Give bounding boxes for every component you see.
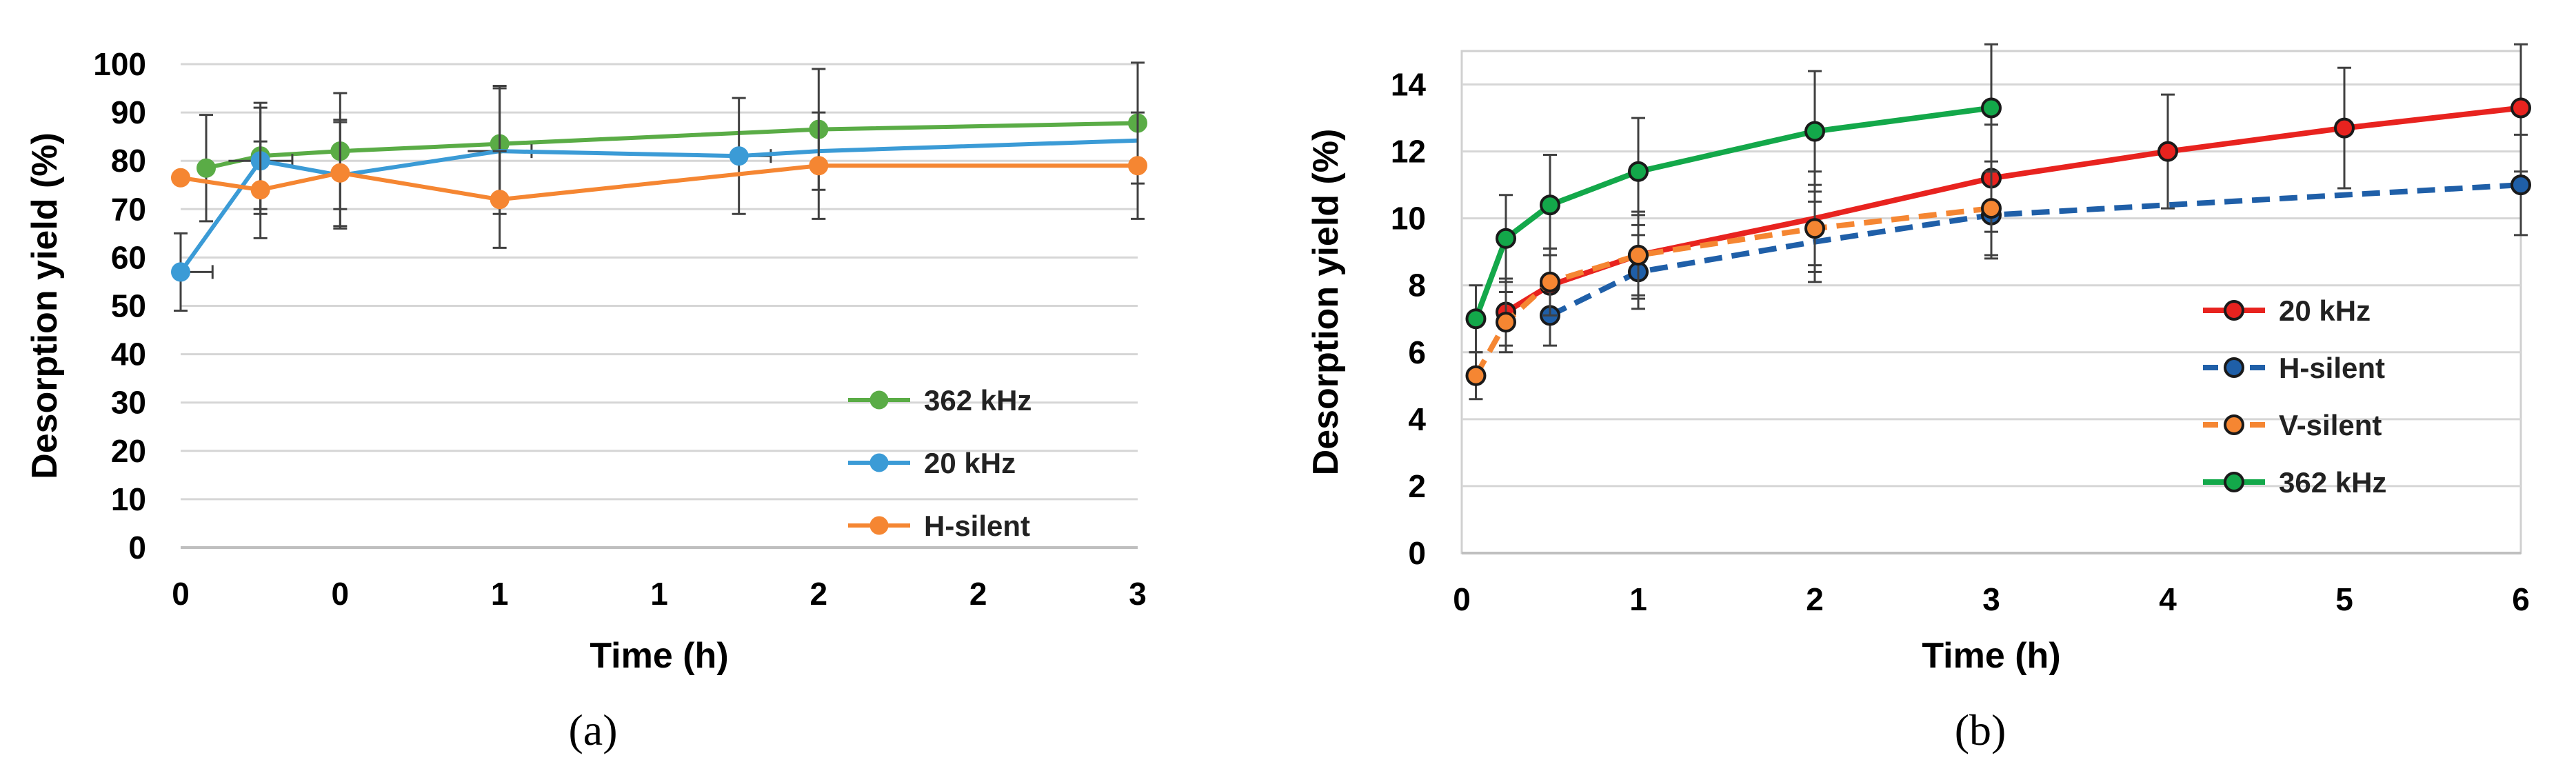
y-tick-label: 30	[111, 385, 146, 421]
data-point	[1804, 218, 1825, 239]
y-tick-label: 10	[111, 481, 146, 517]
y-tick-label: 100	[93, 46, 146, 82]
series-line	[1473, 105, 1992, 320]
series-362-khz	[1465, 43, 2002, 354]
data-point	[330, 163, 350, 183]
legend-label: 362 kHz	[2279, 466, 2386, 499]
data-point	[729, 146, 749, 166]
series-line	[180, 163, 1138, 202]
data-point	[2334, 117, 2355, 139]
y-tick-label: 0	[128, 530, 146, 565]
y-tick-label: 60	[111, 239, 146, 275]
series-line	[1504, 105, 2522, 314]
y-tick-label: 12	[1391, 134, 1426, 170]
x-tick-label: 0	[172, 576, 190, 612]
x-tick-label: 2	[969, 576, 987, 612]
data-point	[1496, 312, 1516, 333]
legend-marker	[2224, 414, 2244, 435]
x-tick-label: 5	[2335, 581, 2353, 617]
series-line	[1473, 206, 1992, 377]
data-point	[171, 168, 190, 188]
x-tick-label: 3	[1982, 581, 2000, 617]
x-tick-label: 0	[1453, 581, 1471, 617]
x-tick-label: 1	[1629, 581, 1647, 617]
data-point	[1981, 198, 2002, 219]
data-point	[197, 158, 217, 178]
y-tick-label: 40	[111, 337, 146, 372]
legend-marker	[869, 516, 889, 535]
data-point	[1465, 365, 1487, 386]
x-tick-label: 3	[1129, 576, 1147, 612]
data-point	[2510, 97, 2531, 119]
series-20-khz	[171, 87, 1138, 312]
legend-label: V-silent	[2279, 409, 2382, 441]
y-tick-label: 50	[111, 288, 146, 324]
legend-marker	[869, 390, 889, 410]
series-v-silent	[1465, 160, 2002, 401]
legend-marker	[2224, 300, 2244, 321]
data-point	[490, 190, 510, 210]
legend-label: 362 kHz	[924, 384, 1032, 417]
data-point	[1628, 161, 1649, 182]
data-point	[809, 156, 829, 176]
x-axis-label: Time (h)	[1922, 636, 2060, 676]
legend-marker	[869, 453, 889, 472]
y-axis-label: Desorption yield (%)	[1306, 129, 1346, 476]
x-tick-label: 6	[2512, 581, 2530, 617]
legend-label: H-silent	[924, 510, 1030, 542]
y-tick-label: 70	[111, 191, 146, 227]
y-tick-label: 10	[1391, 201, 1426, 237]
series-line	[1549, 182, 2522, 319]
chart-a-caption: (a)	[568, 705, 617, 754]
x-tick-label: 0	[332, 576, 350, 612]
data-point	[1128, 156, 1147, 176]
x-tick-label: 1	[650, 576, 668, 612]
y-tick-label: 20	[111, 433, 146, 469]
y-tick-label: 6	[1408, 334, 1426, 370]
y-tick-label: 14	[1391, 67, 1427, 103]
data-point	[1981, 97, 2002, 119]
data-point	[1540, 194, 1560, 216]
legend-marker	[2224, 472, 2244, 492]
y-tick-label: 4	[1408, 401, 1426, 437]
data-point	[2157, 141, 2178, 162]
x-tick-label: 2	[1806, 581, 1824, 617]
x-axis-label: Time (h)	[590, 636, 728, 676]
x-tick-label: 4	[2159, 581, 2177, 617]
x-tick-label: 2	[810, 576, 828, 612]
y-tick-label: 90	[111, 94, 146, 130]
data-point	[2510, 174, 2531, 196]
series-h-silent	[171, 111, 1147, 249]
legend-label: 20 kHz	[924, 447, 1016, 479]
data-point	[1465, 308, 1487, 330]
y-axis-label: Desorption yield (%)	[25, 132, 65, 479]
y-tick-label: 2	[1408, 468, 1426, 504]
legend-label: 20 kHz	[2279, 294, 2371, 327]
y-tick-label: 8	[1408, 268, 1426, 303]
data-point	[250, 180, 270, 200]
y-tick-label: 80	[111, 143, 146, 179]
legend-marker	[2224, 357, 2244, 378]
y-tick-label: 0	[1408, 535, 1426, 571]
data-point	[171, 262, 190, 282]
x-tick-label: 1	[491, 576, 509, 612]
data-point	[1540, 271, 1560, 292]
data-point	[1496, 228, 1516, 249]
data-point	[1628, 245, 1649, 266]
legend-label: H-silent	[2279, 352, 2385, 384]
series-h-silent	[1540, 133, 2531, 347]
chart-b-caption: (b)	[1955, 705, 2006, 754]
data-point	[1804, 121, 1825, 142]
